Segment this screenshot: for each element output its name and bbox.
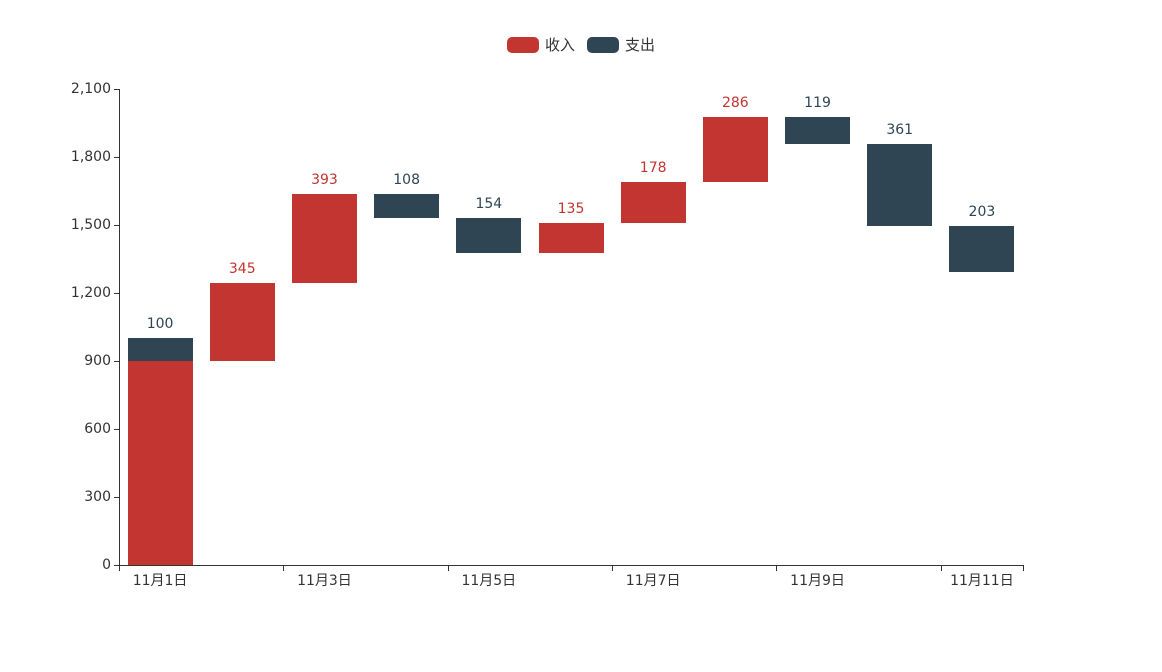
bar-value-label: 154 xyxy=(475,196,503,213)
bar-expense-11月10日[interactable] xyxy=(867,144,933,227)
legend-label-expense: 支出 xyxy=(625,36,656,54)
x-axis-tick xyxy=(612,566,614,571)
y-axis-tick xyxy=(114,89,119,90)
x-axis-label: 11月5日 xyxy=(461,573,517,589)
x-axis-label: 11月9日 xyxy=(790,573,845,589)
bar-income-11月6日[interactable] xyxy=(538,222,604,254)
y-axis-tick xyxy=(114,565,119,566)
expense-swatch-icon xyxy=(587,36,619,53)
bar-income-11月1日[interactable] xyxy=(127,361,193,565)
bar-value-label: 178 xyxy=(639,160,667,177)
y-axis-label: 1,500 xyxy=(70,217,111,233)
bar-expense-11月5日[interactable] xyxy=(456,218,522,254)
bar-expense-11月4日[interactable] xyxy=(374,193,440,219)
y-axis-tick xyxy=(114,157,119,158)
bar-income-11月8日[interactable] xyxy=(702,117,768,183)
bar-value-label: 345 xyxy=(228,260,256,277)
bar-value-label: 108 xyxy=(393,171,420,188)
x-axis-label: 11月7日 xyxy=(625,573,681,589)
legend-item-expense[interactable]: 支出 xyxy=(587,34,655,55)
x-axis-tick xyxy=(119,566,120,571)
y-axis-label: 0 xyxy=(102,557,111,573)
x-axis-tick xyxy=(1023,566,1024,571)
bar-value-label: 203 xyxy=(968,204,996,221)
bar-expense-11月1日[interactable] xyxy=(127,338,193,361)
income-swatch-icon xyxy=(506,36,539,53)
y-axis-line xyxy=(119,89,120,566)
y-axis-label: 600 xyxy=(84,421,111,437)
bar-expense-11月9日[interactable] xyxy=(785,117,851,145)
x-axis-label: 11月1日 xyxy=(132,573,188,589)
bar-value-label: 286 xyxy=(721,95,749,112)
legend: 收入 支出 xyxy=(0,34,1162,55)
y-axis-label: 1,200 xyxy=(70,285,111,301)
bar-value-label: 361 xyxy=(886,122,914,139)
x-axis-tick xyxy=(776,566,778,571)
x-axis-tick xyxy=(447,566,449,571)
bar-value-label: 100 xyxy=(146,316,174,333)
x-axis-tick xyxy=(283,566,285,571)
bar-expense-11月11日[interactable] xyxy=(949,226,1015,273)
y-axis-tick xyxy=(114,293,119,294)
x-axis-tick xyxy=(940,566,942,571)
y-axis-tick xyxy=(114,429,119,430)
x-axis-line xyxy=(119,565,1024,566)
y-axis-label: 1,800 xyxy=(70,149,111,165)
legend-label-income: 收入 xyxy=(544,36,575,54)
bar-income-11月2日[interactable] xyxy=(209,282,275,361)
y-axis-label: 900 xyxy=(84,353,111,369)
y-axis-tick xyxy=(114,225,119,226)
bar-value-label: 135 xyxy=(557,200,585,217)
x-axis-label: 11月11日 xyxy=(950,573,1014,589)
y-axis-label: 300 xyxy=(84,489,111,505)
bar-income-11月3日[interactable] xyxy=(291,193,357,283)
legend-item-income[interactable]: 收入 xyxy=(506,34,575,55)
x-axis-label: 11月3日 xyxy=(297,573,352,589)
bar-income-11月7日[interactable] xyxy=(620,182,686,223)
y-axis-tick xyxy=(114,361,119,362)
bar-value-label: 119 xyxy=(804,95,831,112)
y-axis-label: 2,100 xyxy=(70,81,111,97)
y-axis-tick xyxy=(114,497,119,498)
bar-value-label: 393 xyxy=(311,171,338,188)
